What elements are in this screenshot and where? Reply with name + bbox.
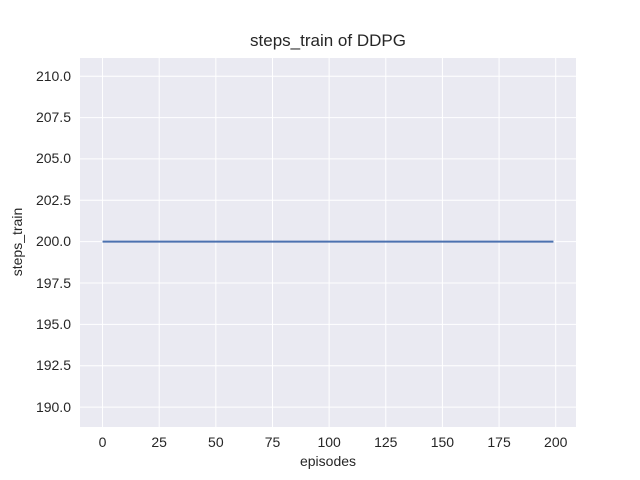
x-axis-label: episodes xyxy=(299,453,357,469)
x-tick-label: 175 xyxy=(487,434,511,450)
x-tick-label: 200 xyxy=(544,434,568,450)
y-tick-label: 205.0 xyxy=(35,150,71,167)
y-tick-label: 195.0 xyxy=(35,315,71,332)
y-tick-label: 197.5 xyxy=(35,274,71,291)
chart-title: steps_train of DDPG xyxy=(250,31,406,50)
x-tick-label: 0 xyxy=(98,434,107,450)
x-tick-label: 25 xyxy=(151,434,167,450)
y-tick-label: 210.0 xyxy=(35,67,71,84)
x-tick-label: 150 xyxy=(430,434,455,450)
x-tick-label: 100 xyxy=(317,434,341,450)
y-tick-label: 207.5 xyxy=(35,109,71,126)
x-tick-label: 50 xyxy=(208,434,224,450)
y-tick-label: 200.0 xyxy=(35,233,71,250)
y-tick-label: 202.5 xyxy=(35,191,71,208)
y-tick-label: 192.5 xyxy=(35,357,71,374)
y-tick-label: 190.0 xyxy=(35,398,71,415)
x-tick-label: 75 xyxy=(264,434,281,450)
x-tick-label: 125 xyxy=(374,434,398,450)
